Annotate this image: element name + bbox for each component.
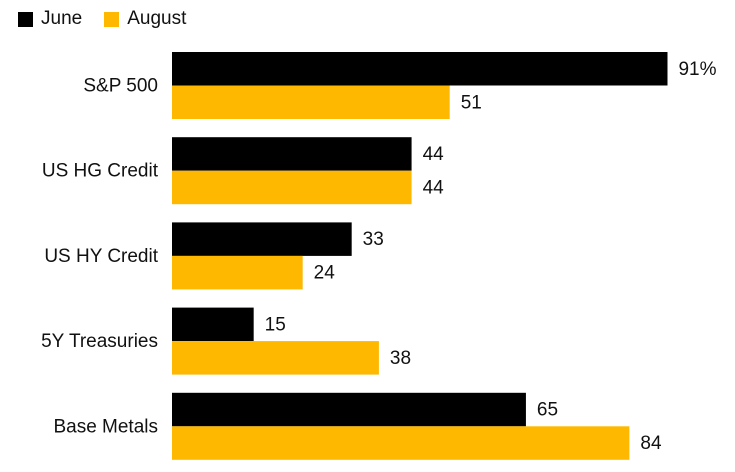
data-label-june-us-hy-credit: 33 bbox=[363, 229, 384, 250]
bar-august-base-metals bbox=[172, 426, 630, 460]
legend-label-august: August bbox=[127, 8, 187, 29]
data-label-august-us-hy-credit: 24 bbox=[314, 263, 336, 284]
bar-june-us-hy-credit bbox=[172, 222, 352, 256]
data-label-august-base-metals: 84 bbox=[640, 433, 662, 454]
legend-swatch-august bbox=[104, 11, 120, 27]
bar-june-5y-treasuries bbox=[172, 307, 254, 342]
legend-swatch-june bbox=[18, 11, 33, 27]
category-label-s-p-500: S&P 500 bbox=[83, 76, 158, 97]
legend-label-june: June bbox=[41, 8, 83, 29]
data-label-june-5y-treasuries: 15 bbox=[265, 314, 286, 335]
data-label-august-us-hg-credit: 44 bbox=[423, 177, 445, 198]
legend-item-june: June bbox=[18, 8, 82, 30]
data-label-june-us-hg-credit: 44 bbox=[423, 144, 445, 165]
bar-june-s-p-500 bbox=[172, 52, 668, 86]
bar-august-us-hg-credit bbox=[172, 170, 412, 205]
legend-item-august: August bbox=[104, 8, 186, 30]
data-label-june-base-metals: 65 bbox=[537, 400, 558, 421]
bar-august-s-p-500 bbox=[172, 85, 450, 119]
bar-august-us-hy-credit bbox=[172, 255, 303, 290]
data-label-june-s-p-500: 91% bbox=[678, 59, 716, 80]
category-label-us-hg-credit: US HG Credit bbox=[42, 161, 159, 182]
bar-august-5y-treasuries bbox=[172, 341, 379, 375]
data-label-august-s-p-500: 51 bbox=[461, 92, 482, 113]
data-label-august-5y-treasuries: 38 bbox=[390, 348, 411, 369]
category-label-base-metals: Base Metals bbox=[53, 416, 158, 437]
bar-june-us-hg-credit bbox=[172, 137, 412, 171]
category-label-5y-treasuries: 5Y Treasuries bbox=[41, 331, 158, 352]
category-label-us-hy-credit: US HY Credit bbox=[44, 246, 158, 267]
bar-june-base-metals bbox=[172, 392, 526, 427]
chart-legend: June August bbox=[18, 6, 186, 32]
